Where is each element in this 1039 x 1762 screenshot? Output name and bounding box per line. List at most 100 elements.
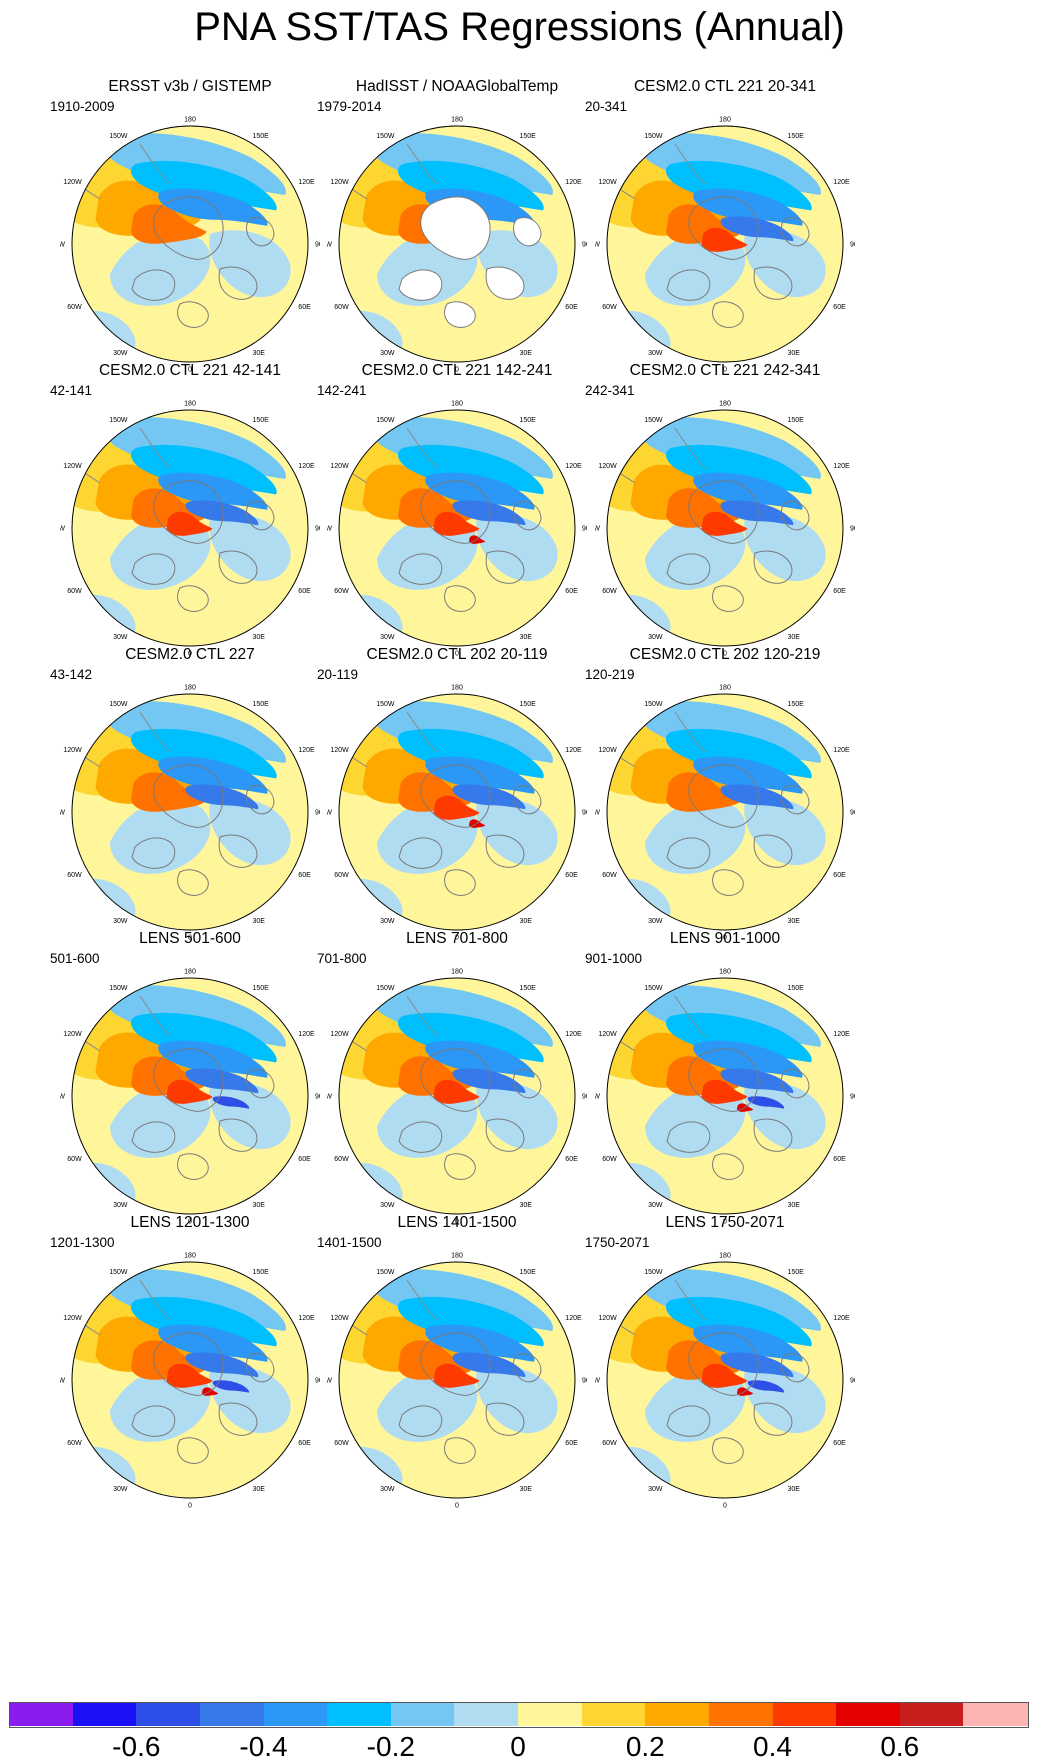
land-outline [513, 1353, 542, 1383]
land-outline [218, 1402, 258, 1436]
coastline-detail [339, 1262, 438, 1336]
longitude-label: 90W [60, 1094, 65, 1101]
longitude-label: 0 [723, 367, 727, 374]
longitude-label: 180 [451, 685, 463, 692]
coastlines [666, 764, 810, 896]
map-boundary [338, 409, 576, 647]
land-outline [218, 1118, 258, 1152]
coastline-detail [607, 126, 706, 200]
figure-title: PNA SST/TAS Regressions (Annual) [194, 5, 845, 49]
negative-anomaly-contour [130, 1296, 277, 1347]
panel-title: CESM2.0 CTL 202 20-119 [366, 646, 548, 663]
longitude-label: 120W [330, 1315, 349, 1322]
negative-anomaly-contour [720, 500, 794, 526]
land-outline [485, 1402, 525, 1436]
polar-map: 180 150E 120E 90E 60E 30E 0 30W 60W 90W 120W 150W [595, 969, 855, 1226]
colorbar-tick-label: -0.4 [239, 1731, 288, 1762]
panel-period: 901-1000 [585, 951, 643, 966]
field-layer [339, 126, 575, 362]
colorbar-tick-label: -0.6 [112, 1731, 161, 1762]
land-outline [666, 837, 711, 869]
colorbar-segment [581, 1702, 646, 1726]
coastlines [131, 196, 275, 328]
coastline-detail [339, 126, 438, 200]
longitude-label: 150W [109, 701, 128, 708]
longitude-label: 30E [520, 1202, 533, 1209]
land-outline [398, 269, 443, 301]
panel-period: 501-600 [50, 951, 100, 966]
land-outline [688, 480, 759, 544]
longitude-label: 90E [315, 1094, 320, 1101]
longitude-label: 120E [833, 1315, 850, 1322]
map-panel: LENS 1201-1300 1201-1300 180 150E 120E 90E 60E… [40, 1214, 340, 1534]
longitude-label: 60E [833, 1156, 846, 1163]
longitude-label: 120E [298, 747, 315, 754]
land-outline [246, 217, 275, 247]
longitude-label: 60W [602, 588, 617, 595]
longitude-label: 60W [334, 1440, 349, 1447]
map-boundary [606, 409, 844, 647]
land-outline [444, 1437, 476, 1464]
land-outline [753, 550, 793, 584]
polar-map: 180 150E 120E 90E 60E 30E 0 30W 60W 90W 120W 150W [595, 117, 855, 374]
coastlines [666, 1048, 810, 1180]
colorbar-tick-label: -0.2 [366, 1731, 415, 1762]
negative-anomaly-contour [130, 1012, 277, 1063]
longitude-label: 150E [253, 701, 270, 708]
land-outline [398, 837, 443, 869]
map-boundary [71, 1261, 309, 1499]
negative-anomaly-contour [185, 500, 259, 526]
longitude-label: 30E [788, 1486, 801, 1493]
longitude-label: 0 [188, 651, 192, 658]
coastlines [398, 764, 542, 896]
longitude-label: 90W [595, 1094, 600, 1101]
field-layer [339, 694, 575, 930]
land-outline [753, 834, 793, 868]
negative-anomaly-contour [397, 728, 544, 779]
field-layer [72, 126, 308, 362]
longitude-label: 0 [188, 935, 192, 942]
colorbar-tick-label: 0 [510, 1731, 526, 1762]
longitude-label: 30E [253, 1486, 266, 1493]
panel-title: LENS 1401-1500 [397, 1214, 517, 1231]
land-outline [753, 1402, 793, 1436]
land-outline [485, 266, 525, 300]
land-outline [218, 550, 258, 584]
longitude-label: 60E [833, 588, 846, 595]
longitude-label: 120E [833, 463, 850, 470]
longitude-label: 90E [315, 526, 320, 533]
land-outline [246, 501, 275, 531]
coastline-detail [72, 126, 171, 200]
coastline-detail [72, 1262, 171, 1336]
land-outline [485, 1118, 525, 1152]
polar-map: 180 150E 120E 90E 60E 30E 0 30W 60W 90W 120W 150W [327, 969, 587, 1226]
land-outline [131, 837, 176, 869]
longitude-label: 60W [67, 304, 82, 311]
colorbar-segment [963, 1702, 1028, 1726]
longitude-label: 90E [582, 526, 587, 533]
polar-map: 180 150E 120E 90E 60E 30E 0 30W 60W 90W 120W 150W [595, 685, 855, 942]
weak-negative-region [645, 800, 746, 874]
longitude-label: 180 [184, 969, 196, 976]
field-layer [72, 1262, 308, 1498]
longitude-label: 30W [648, 1486, 663, 1493]
longitude-label: 150W [109, 985, 128, 992]
positive-anomaly-contour [433, 795, 480, 820]
longitude-label: 30E [788, 918, 801, 925]
panel-title: CESM2.0 CTL 221 142-241 [361, 362, 553, 379]
land-outline [712, 869, 744, 896]
land-outline [666, 269, 711, 301]
longitude-label: 0 [455, 1503, 459, 1510]
longitude-label: 30W [113, 1202, 128, 1209]
longitude-label: 120W [598, 747, 617, 754]
longitude-label: 90W [595, 1378, 600, 1385]
panel-period: 1201-1300 [50, 1235, 115, 1250]
land-outline [753, 1118, 793, 1152]
longitude-label: 60W [334, 872, 349, 879]
longitude-label: 30E [520, 350, 533, 357]
negative-anomaly-contour [452, 1352, 526, 1378]
coastline-detail [72, 410, 171, 484]
land-outline [131, 269, 176, 301]
longitude-label: 0 [723, 935, 727, 942]
longitude-label: 90E [850, 810, 855, 817]
